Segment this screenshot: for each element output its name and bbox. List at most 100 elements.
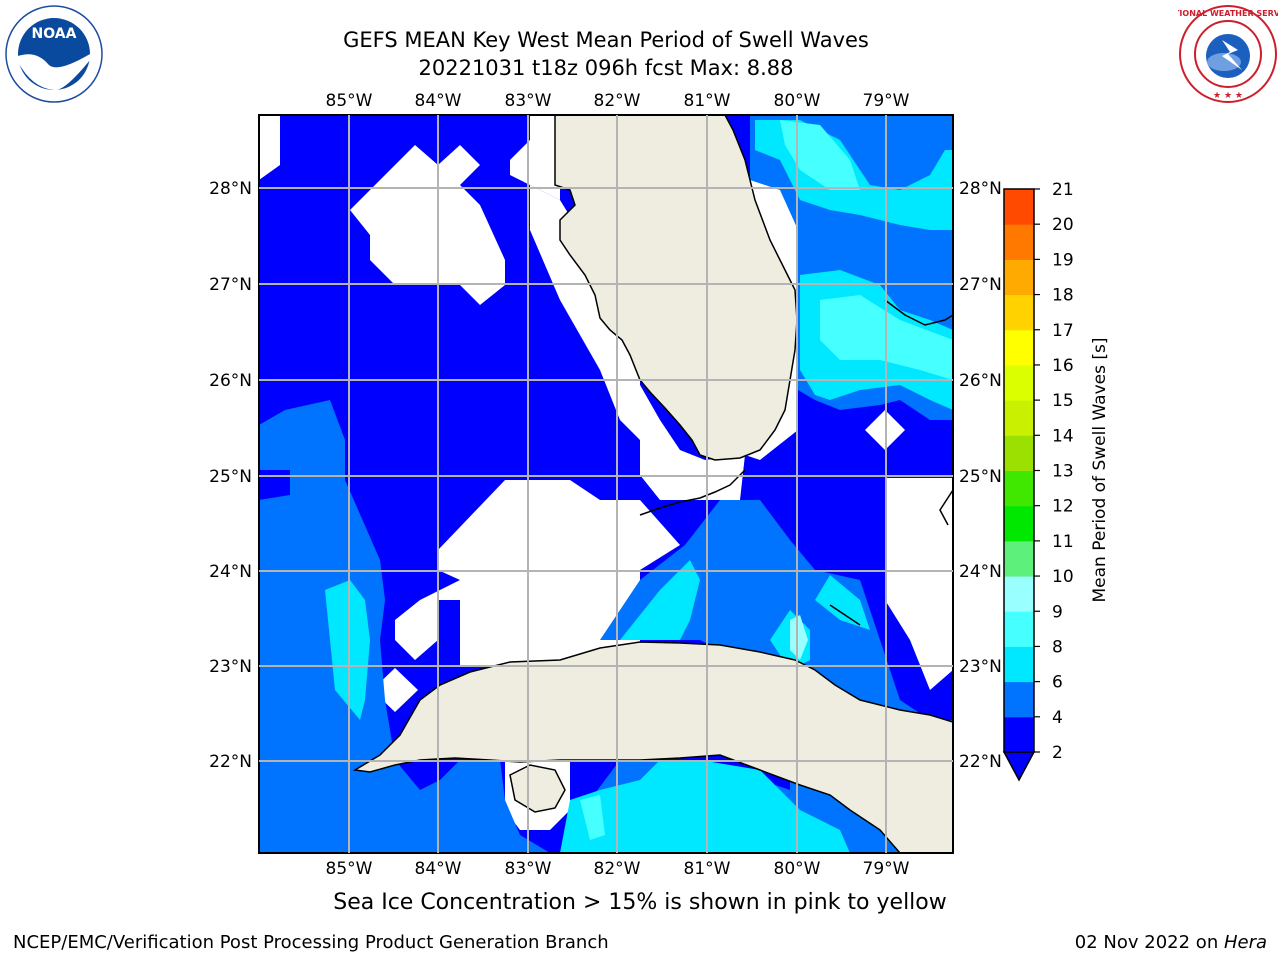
chart-subtitle: 20221031 t18z 096h fcst Max: 8.88 [418,56,794,80]
lon-label: 85°W [326,859,373,879]
swell-period-field [259,115,953,853]
contour-6-8 [325,580,370,720]
colorbar-segment [1004,576,1034,612]
colorbar-segment [1004,329,1034,366]
lat-label: 23°N [209,657,252,677]
noaa-logo: NOAA [5,5,103,103]
contour-8-9 [580,795,605,840]
chart-title: GEFS MEAN Key West Mean Period of Swell … [343,28,869,52]
cay-coast [829,604,861,626]
bahamas-coast [884,299,953,326]
contour-6-8 [620,560,700,640]
colorbar-segment [1004,189,1034,225]
colorbar-tick-label: 14 [1052,426,1074,446]
svg-text:★ ★ ★: ★ ★ ★ [1213,91,1243,101]
lon-label: 82°W [594,859,641,879]
lat-label: 22°N [959,752,1002,772]
colorbar-segment [1004,294,1034,331]
florida-land [554,115,798,461]
contour-6-8 [560,760,850,853]
nodata-area [510,115,560,200]
colorbar-tick-label: 19 [1052,250,1074,270]
lon-label: 85°W [326,91,373,111]
lat-label: 22°N [209,752,252,772]
colorbar-tick-label: 6 [1052,673,1063,693]
colorbar-tick-label: 4 [1052,708,1063,728]
sea-ice-caption: Sea Ice Concentration > 15% is shown in … [333,890,947,915]
nws-logo: NATIONAL WEATHER SERVICE ★ ★ ★ [1178,5,1278,103]
colorbar-tick-label: 2 [1052,743,1063,763]
lon-label: 82°W [594,91,641,111]
lat-label: 28°N [209,179,252,199]
nws-logo-text: NATIONAL WEATHER SERVICE [1178,9,1278,18]
footer-credit: NCEP/EMC/Verification Post Processing Pr… [13,932,609,953]
bahamas-coast [939,489,953,526]
colorbar-ticks: 2 4 6 8 9 10 11 12 13 14 15 16 17 18 19 20 21 [1034,180,1074,763]
colorbar [1002,188,1036,782]
colorbar-tick-label: 13 [1052,462,1074,482]
colorbar-segment [1004,364,1034,401]
colorbar-segment [1004,435,1034,471]
colorbar-segment [1004,400,1034,436]
colorbar-label: Mean Period of Swell Waves [s] [1090,338,1110,603]
colorbar-segment [1004,611,1034,647]
lon-label: 84°W [415,91,462,111]
colorbar-tick-label: 18 [1052,286,1074,306]
nodata-area [350,145,505,305]
colorbar-segment [1004,716,1034,753]
lat-label: 25°N [209,467,252,487]
colorbar-segment [1004,646,1034,683]
footer-date: 02 Nov 2022 on Hera [1075,932,1267,953]
lon-labels-bottom: 85°W 84°W 83°W 82°W 81°W 80°W 79°W [326,859,910,879]
colorbar-tick-label: 11 [1052,532,1074,552]
colorbar-extend-triangle [1002,751,1036,782]
colorbar-segment [1004,681,1034,718]
footer-host: Hera [1223,932,1267,953]
lat-label: 23°N [959,657,1002,677]
lon-label: 81°W [684,859,731,879]
lat-label: 24°N [959,562,1002,582]
lat-label: 24°N [209,562,252,582]
colorbar-tick-label: 12 [1052,497,1074,517]
colorbar-tick-label: 20 [1052,215,1074,235]
colorbar-tick-label: 8 [1052,637,1063,657]
contour-6-8 [815,575,870,630]
lon-label: 80°W [774,91,821,111]
lat-label: 26°N [959,371,1002,391]
lon-label: 80°W [774,859,821,879]
colorbar-tick-label: 15 [1052,391,1074,411]
contour-4-6 [259,400,550,853]
lat-label: 28°N [959,179,1002,199]
lat-label: 27°N [209,275,252,295]
lat-label: 27°N [959,275,1002,295]
lon-label: 83°W [505,859,552,879]
florida-keys [639,469,746,516]
colorbar-tick-label: 17 [1052,321,1074,341]
colorbar-tick-label: 9 [1052,602,1063,622]
isla-juventud-land [509,764,566,813]
lon-labels-top: 85°W 84°W 83°W 82°W 81°W 80°W 79°W [326,91,910,111]
noaa-logo-text: NOAA [32,26,77,42]
colorbar-tick-label: 16 [1052,356,1074,376]
nodata-area [395,480,680,665]
lat-labels-left: 28°N 27°N 26°N 25°N 24°N 23°N 22°N [209,179,252,772]
lon-label: 83°W [505,91,552,111]
colorbar-segment [1004,505,1034,542]
colorbar-segment [1004,224,1034,260]
colorbar-tick-label: 21 [1052,180,1074,200]
lon-label: 79°W [863,859,910,879]
lon-label: 79°W [863,91,910,111]
colorbar-segment [1004,540,1034,577]
lat-label: 25°N [959,467,1002,487]
lon-label: 81°W [684,91,731,111]
gridlines [259,115,953,853]
colorbar-segment [1004,470,1034,507]
colorbar-tick-label: 10 [1052,567,1074,587]
map-frame [258,114,954,854]
contour-8-9 [780,120,860,190]
footer-date-text: 02 Nov 2022 on [1074,932,1224,953]
lat-labels-right: 28°N 27°N 26°N 25°N 24°N 23°N 22°N [959,179,1002,772]
nodata-area [259,115,280,180]
lon-label: 84°W [415,859,462,879]
